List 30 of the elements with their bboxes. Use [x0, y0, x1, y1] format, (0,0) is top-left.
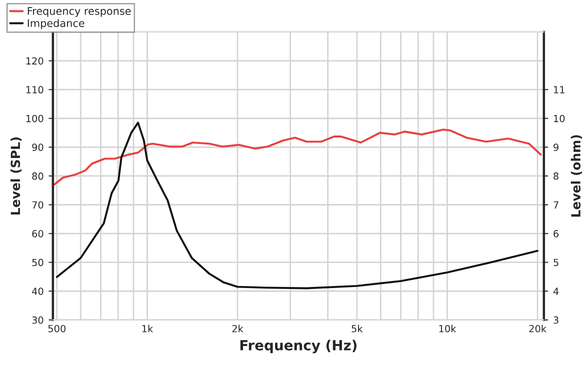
y-tick-label: 80	[32, 172, 44, 180]
y-tick-label: 40	[32, 288, 44, 295]
y-tick-label: 100	[26, 114, 44, 122]
y2-axis-title: Level (ohm)	[570, 135, 582, 217]
x-tick-label: 2k	[232, 324, 244, 332]
y2-tick-label: 3	[554, 316, 558, 324]
x-tick-label: 500	[48, 324, 66, 332]
legend-label: Impedance	[28, 19, 84, 30]
y2-tick-label: 5	[554, 258, 558, 266]
y-tick-label: 30	[32, 316, 44, 324]
y-axis-title: Level (SPL)	[10, 137, 22, 214]
y-tick-label: 110	[26, 86, 44, 94]
x-tick-label: 10k	[439, 324, 456, 332]
y2-tick-label: 9	[554, 144, 558, 151]
y-tick-label: 120	[26, 57, 44, 65]
y2-tick-label: 6	[554, 230, 558, 238]
y2-tick-label: 11	[554, 86, 564, 94]
x-tick-label: 5k	[352, 324, 363, 332]
x-tick-label: 20k	[529, 324, 547, 332]
y2-tick-label: 10	[554, 114, 565, 122]
y-tick-label: 60	[32, 230, 44, 238]
legend-label: Frequency response	[28, 7, 131, 17]
y-tick-label: 90	[32, 144, 44, 151]
y-tick-label: 70	[32, 201, 44, 209]
y2-tick-label: 8	[554, 172, 558, 180]
x-axis-title: Frequency (Hz)	[240, 340, 356, 354]
y-tick-label: 50	[32, 258, 44, 266]
y2-tick-label: 7	[554, 201, 558, 208]
y2-tick-label: 4	[553, 288, 559, 295]
x-tick-label: 1k	[142, 324, 154, 332]
